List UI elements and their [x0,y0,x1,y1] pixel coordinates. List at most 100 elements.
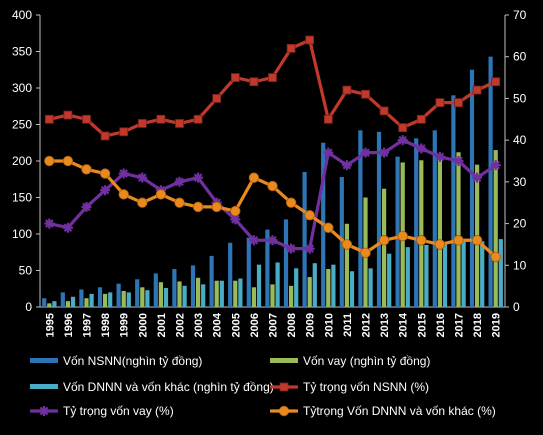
bar [214,280,219,307]
bar [294,268,299,307]
bar [442,243,448,307]
y-left-tick-label: 250 [12,118,32,132]
line-point [248,172,260,183]
legend-label: Tỷtrọng Vốn DNNN và vốn khác (%) [303,404,496,418]
bar [121,290,126,307]
line-point [472,85,482,95]
bar [395,156,400,307]
line-point [454,98,463,107]
line-point [378,235,390,246]
y-right-tick-label: 30 [513,175,527,189]
x-tick-label: 2011 [342,313,354,337]
bar [172,269,177,307]
bar [201,284,206,307]
bar [219,280,224,307]
y-right-tick-label: 60 [513,50,527,64]
x-tick-label: 2010 [323,313,335,337]
bar [126,292,131,307]
legend-label: Vốn vay (nghìn tỷ đồng) [303,354,430,368]
bar [116,283,121,307]
line-point [137,197,148,208]
bar [405,247,410,307]
bar [89,293,94,307]
bar [451,95,456,307]
bar [331,264,336,307]
line-point [268,73,277,82]
legend-label: Tỷ trọng vốn NSNN (%) [303,380,429,394]
y-left-tick-label: 100 [12,227,32,241]
bar [158,282,163,307]
line-point [434,151,445,162]
x-tick-label: 2012 [361,313,373,337]
y-right-tick-label: 50 [513,91,527,105]
line-point [397,135,408,146]
line-point [119,127,129,137]
y-left-tick-label: 0 [25,300,32,314]
line-point [118,189,129,200]
y-right-tick-label: 0 [513,300,520,314]
x-tick-label: 2008 [286,313,298,337]
line-point [230,73,240,82]
bar [196,277,201,307]
line-point [434,239,446,250]
y-left-tick-label: 200 [12,154,32,168]
y-right-tick-label: 40 [513,133,527,147]
x-tick-label: 1996 [63,313,75,337]
x-tick-label: 2000 [137,313,149,337]
bar [228,242,233,307]
bar [47,303,52,307]
line-point [490,160,501,171]
line-point [416,143,427,154]
bar [382,188,387,307]
bar [97,287,103,307]
x-tick-label: 2014 [398,312,410,337]
bar [461,241,466,307]
line-point [192,201,204,213]
y-left-tick-label: 50 [19,264,33,278]
bar [177,281,182,307]
legend-swatch [270,358,298,363]
line-point [304,243,315,254]
line-point [323,222,334,233]
line-point [491,77,501,87]
legend-swatch [30,384,58,389]
line-point [249,77,259,87]
line-point [285,197,297,208]
bar [233,280,238,307]
bar [256,264,262,307]
bar [432,130,437,307]
line-point [174,176,185,187]
line-point [341,160,352,171]
bar [182,285,187,307]
bar [414,138,419,307]
line-point [361,89,370,99]
line-point [305,35,315,45]
bar [289,285,294,307]
bar [339,177,344,307]
line-point [155,189,167,200]
line-point [267,235,278,246]
line-point [137,119,147,128]
line-point [100,131,110,141]
line-point [230,214,241,225]
bars-layer [42,56,503,307]
y-axis-left: 0 50 100 150 200 250 300 350 400 [12,8,40,314]
bar [238,278,243,307]
line-point [398,123,408,133]
bar [307,277,312,307]
bar [246,237,251,307]
bar [52,301,57,307]
series-line [48,138,497,251]
x-tick-label: 2002 [175,313,187,337]
line-point [118,168,129,179]
line-point [471,235,483,246]
lines-layer [39,35,501,417]
y-right-tick-label: 10 [513,258,527,272]
line-point [230,205,241,217]
bar [70,296,76,307]
bar [275,262,280,307]
line-point [137,172,148,183]
line-point [360,247,371,258]
